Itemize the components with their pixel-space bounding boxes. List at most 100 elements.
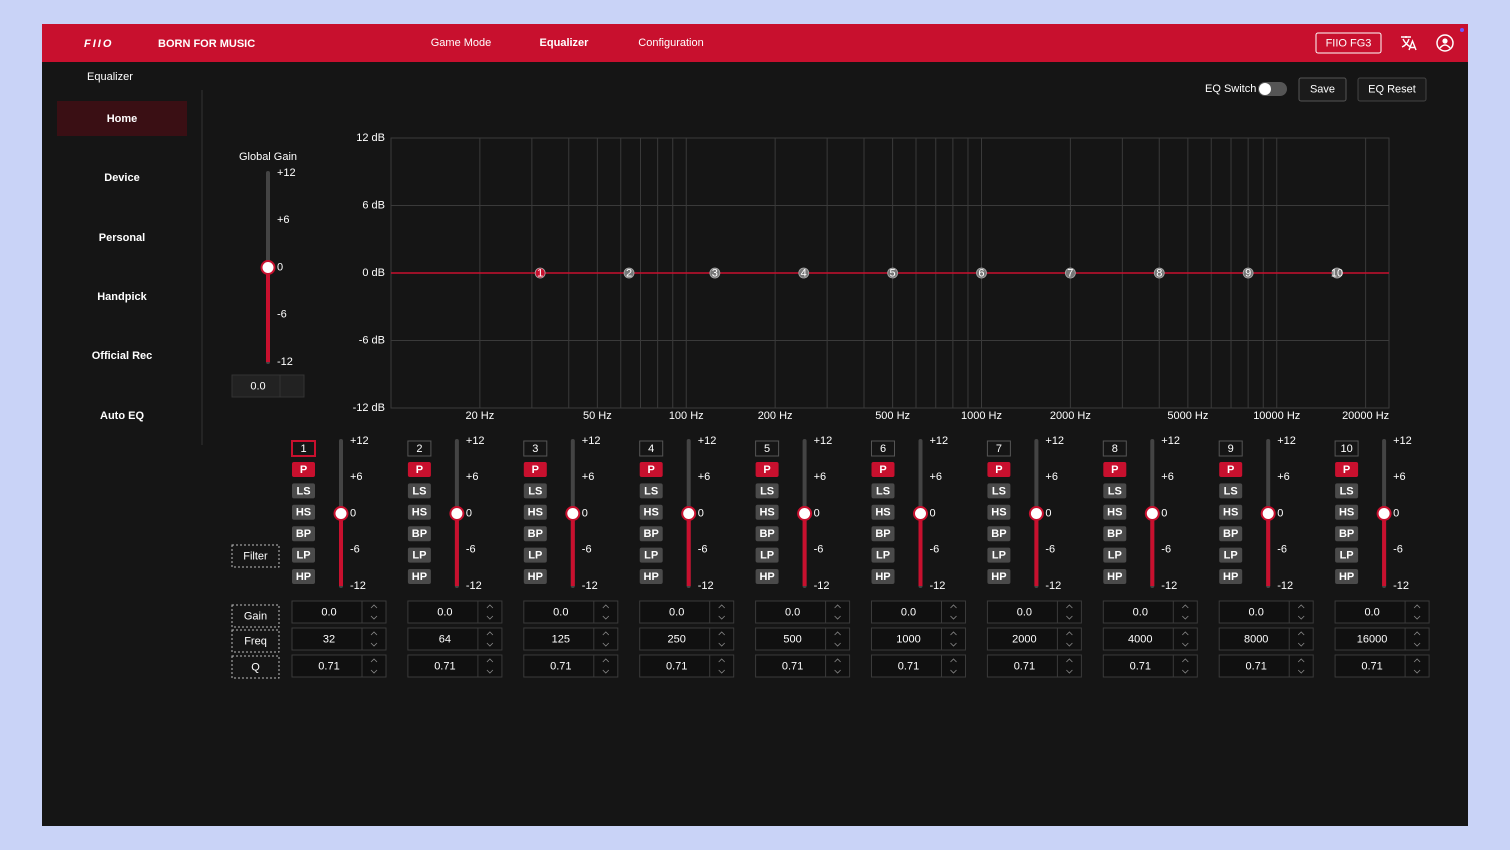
filter-button[interactable] <box>407 547 431 563</box>
band-gain-knob[interactable] <box>1260 506 1276 521</box>
sidebar-item[interactable]: Handpick <box>97 291 147 303</box>
filter-button[interactable] <box>1103 569 1127 584</box>
spinner-arrows[interactable] <box>602 658 610 674</box>
input-field[interactable] <box>1334 600 1430 624</box>
filter-button[interactable] <box>871 504 895 520</box>
spinner-arrows[interactable] <box>370 604 378 620</box>
filter-button[interactable] <box>1219 569 1243 584</box>
spinner-arrows[interactable] <box>718 631 725 647</box>
filter-button[interactable] <box>523 462 547 477</box>
band-number-box[interactable] <box>986 440 1011 457</box>
language-icon[interactable] <box>1401 36 1417 51</box>
filter-button[interactable] <box>871 547 895 563</box>
band-point[interactable] <box>709 267 721 279</box>
sidebar-item[interactable]: Personal <box>99 232 145 244</box>
spinner-arrows[interactable] <box>834 658 841 674</box>
input-field[interactable] <box>871 600 966 624</box>
sidebar-item[interactable]: Official Rec <box>92 350 153 362</box>
filter-button[interactable] <box>639 483 663 499</box>
global-gain-input[interactable] <box>231 374 305 398</box>
filter-button[interactable] <box>987 504 1011 520</box>
band-gain-knob[interactable] <box>913 506 928 521</box>
spinner-arrows[interactable] <box>1297 658 1305 674</box>
filter-button[interactable] <box>755 526 779 542</box>
band-point[interactable] <box>1331 267 1343 279</box>
filter-button[interactable] <box>1335 569 1359 584</box>
filter-button[interactable] <box>407 504 431 520</box>
filter-button[interactable] <box>523 547 547 563</box>
input-field[interactable] <box>639 600 735 624</box>
filter-button[interactable] <box>1219 504 1243 520</box>
filter-button[interactable] <box>1335 483 1359 499</box>
band-point[interactable] <box>887 267 899 279</box>
band-point[interactable] <box>534 267 546 279</box>
input-field[interactable] <box>755 627 851 651</box>
filter-button[interactable] <box>523 569 547 584</box>
input-field[interactable] <box>523 627 619 651</box>
filter-button[interactable] <box>755 462 779 477</box>
filter-button[interactable] <box>407 526 431 542</box>
band-point[interactable] <box>976 267 987 279</box>
spinner-arrows[interactable] <box>1297 631 1305 647</box>
band-point[interactable] <box>1242 267 1254 279</box>
filter-button[interactable] <box>292 569 315 584</box>
filter-button[interactable] <box>292 462 315 477</box>
spinner-arrows[interactable] <box>1413 604 1421 620</box>
band-number-box[interactable] <box>291 440 316 457</box>
spinner-arrows[interactable] <box>950 604 957 620</box>
band-number-box[interactable] <box>755 440 780 457</box>
filter-button[interactable] <box>292 547 315 563</box>
spinner-arrows[interactable] <box>486 631 494 647</box>
input-field[interactable] <box>407 627 503 651</box>
filter-button[interactable] <box>1335 547 1359 563</box>
input-field[interactable] <box>291 600 387 624</box>
filter-button[interactable] <box>871 569 895 584</box>
spinner-arrows[interactable] <box>718 658 725 674</box>
input-field[interactable] <box>755 600 851 624</box>
filter-button[interactable] <box>639 526 663 542</box>
input-field[interactable] <box>639 627 735 651</box>
filter-button[interactable] <box>1103 547 1127 563</box>
spinner-arrows[interactable] <box>718 604 725 620</box>
spinner-arrows[interactable] <box>1297 604 1305 620</box>
sidebar-item[interactable]: Device <box>104 172 139 184</box>
spinner-arrows[interactable] <box>1182 631 1189 647</box>
device-button[interactable] <box>1315 32 1382 54</box>
filter-button[interactable] <box>1219 547 1243 563</box>
input-field[interactable] <box>407 600 503 624</box>
band-gain-knob[interactable] <box>797 506 813 521</box>
spinner-arrows[interactable] <box>1066 604 1073 620</box>
spinner-arrows[interactable] <box>486 658 494 674</box>
band-gain-knob[interactable] <box>449 506 465 521</box>
band-gain-knob[interactable] <box>1376 506 1392 521</box>
filter-button[interactable] <box>755 547 779 563</box>
band-gain-knob[interactable] <box>1144 506 1160 521</box>
band-gain-knob[interactable] <box>1028 506 1044 521</box>
band-number-box[interactable] <box>1102 440 1127 457</box>
band-number-box[interactable] <box>1334 440 1359 457</box>
input-field[interactable] <box>291 627 387 651</box>
filter-button[interactable] <box>987 526 1011 542</box>
filter-button[interactable] <box>523 504 547 520</box>
band-point[interactable] <box>1064 267 1076 279</box>
band-number-box[interactable] <box>871 440 895 457</box>
filter-button[interactable] <box>292 504 315 520</box>
filter-button[interactable] <box>407 483 431 499</box>
filter-button[interactable] <box>1335 526 1359 542</box>
band-point[interactable] <box>1153 267 1165 279</box>
filter-button[interactable] <box>523 483 547 499</box>
filter-button[interactable] <box>871 462 895 477</box>
sidebar-item[interactable]: Auto EQ <box>100 410 144 422</box>
filter-button[interactable] <box>292 483 315 499</box>
nav-tab[interactable]: Configuration <box>638 37 703 49</box>
spinner-arrows[interactable] <box>834 631 841 647</box>
spinner-arrows[interactable] <box>1182 604 1189 620</box>
spinner-arrows[interactable] <box>1182 658 1189 674</box>
band-point[interactable] <box>623 267 635 279</box>
filter-button[interactable] <box>1103 483 1127 499</box>
filter-button[interactable] <box>292 526 315 542</box>
filter-button[interactable] <box>407 462 431 477</box>
nav-tab[interactable]: Game Mode <box>431 37 492 49</box>
spinner-arrows[interactable] <box>1066 631 1073 647</box>
save-button[interactable] <box>1298 77 1347 102</box>
